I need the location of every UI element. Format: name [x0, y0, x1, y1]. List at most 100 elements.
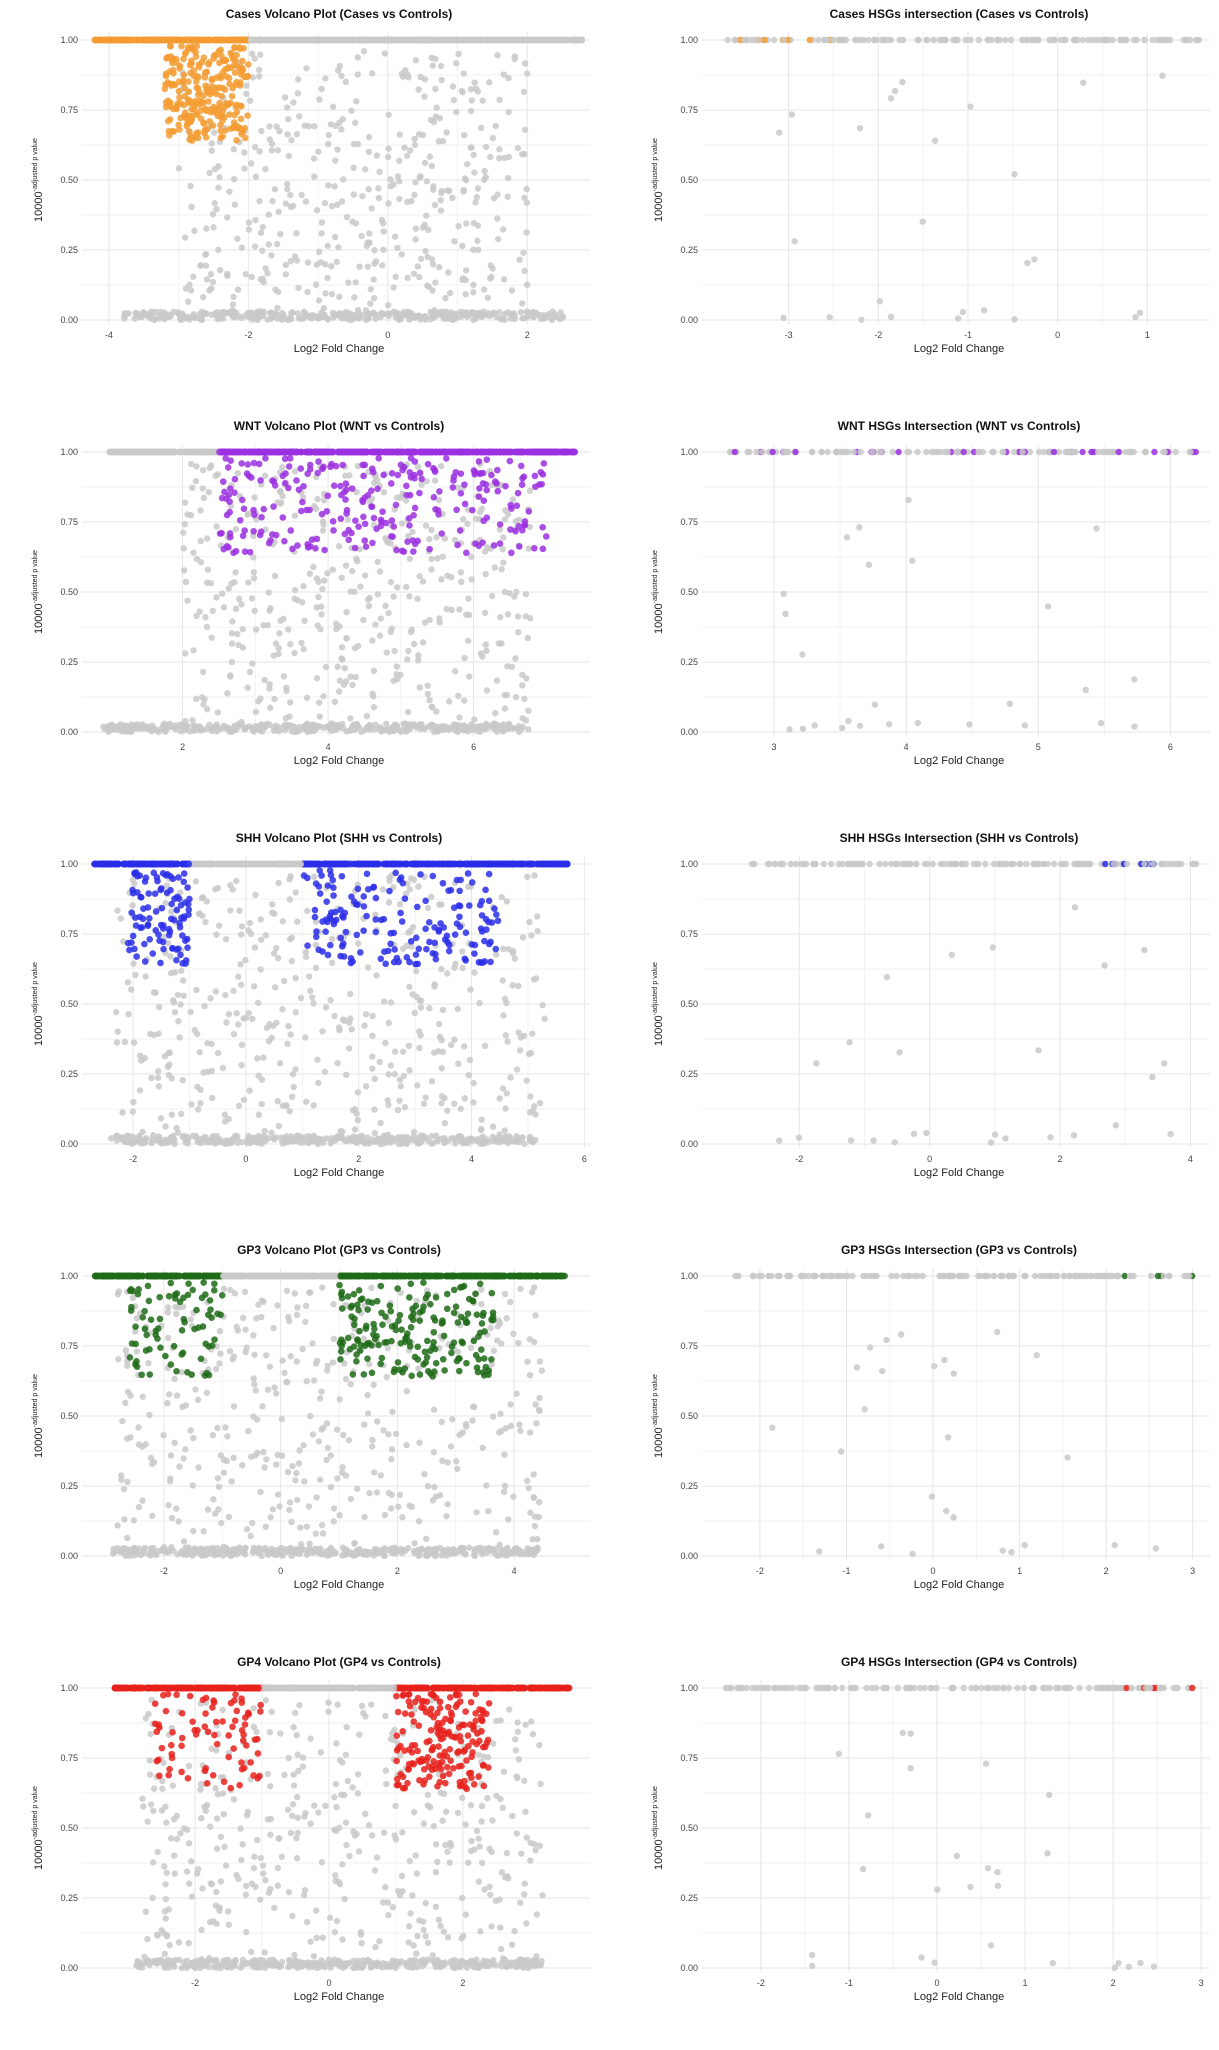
data-point — [519, 475, 526, 482]
data-point — [393, 722, 401, 729]
data-point — [488, 273, 495, 281]
data-point — [238, 460, 246, 467]
data-point — [462, 267, 470, 274]
data-point — [1117, 36, 1124, 44]
data-point — [382, 720, 390, 727]
data-point — [251, 511, 258, 519]
data-point — [347, 673, 354, 680]
data-point — [483, 514, 491, 521]
data-point — [953, 36, 960, 44]
data-point — [464, 637, 472, 644]
data-point — [515, 628, 522, 636]
data-point — [370, 704, 378, 711]
data-point — [251, 494, 258, 501]
data-point — [522, 590, 530, 598]
data-point — [190, 273, 197, 280]
data-point — [185, 860, 192, 868]
data-point — [480, 497, 488, 504]
data-point — [354, 54, 362, 61]
data-point — [230, 175, 238, 183]
data-point — [518, 526, 526, 534]
data-point — [415, 86, 422, 93]
data-point — [234, 469, 241, 477]
data-point — [329, 103, 337, 110]
data-point — [463, 549, 470, 557]
data-point — [1072, 448, 1079, 456]
data-point — [321, 546, 328, 554]
data-point — [411, 540, 419, 548]
data-point — [338, 126, 345, 133]
data-point — [402, 66, 409, 74]
data-point — [324, 492, 332, 500]
data-point — [426, 616, 433, 624]
data-point — [280, 673, 288, 680]
data-point — [461, 481, 468, 488]
data-point — [350, 164, 357, 171]
data-point — [443, 455, 450, 462]
data-point — [398, 251, 405, 258]
data-point — [212, 51, 220, 58]
data-point — [460, 312, 467, 319]
data-point — [408, 197, 415, 205]
data-point — [202, 262, 210, 269]
data-point — [316, 713, 324, 720]
data-point — [265, 211, 272, 218]
data-point — [300, 645, 307, 653]
data-point — [355, 724, 363, 731]
y-axis-label-exponent: -adjusted p value — [652, 550, 659, 603]
data-point — [162, 99, 170, 106]
data-point — [459, 242, 466, 250]
data-point — [518, 151, 526, 158]
data-point — [266, 136, 274, 143]
data-point — [379, 508, 386, 515]
data-point — [339, 656, 346, 663]
data-point — [416, 684, 424, 691]
data-point — [380, 860, 388, 868]
data-point — [1026, 448, 1034, 456]
data-point — [383, 649, 390, 656]
chart-panel: SHH Volcano Plot (SHH vs Controls) -2 0 2 4 6… — [0, 824, 600, 1224]
data-point — [232, 726, 239, 733]
data-point — [456, 527, 464, 534]
data-point — [208, 285, 215, 292]
x-tick-label: 2 — [356, 1154, 361, 1164]
data-point — [180, 545, 187, 552]
data-point — [511, 53, 519, 60]
data-point — [296, 727, 303, 734]
data-point — [365, 315, 372, 322]
data-point — [158, 448, 166, 456]
data-point — [380, 489, 388, 496]
data-point — [485, 448, 493, 456]
data-point — [330, 527, 337, 534]
x-tick-label: 2 — [525, 330, 530, 340]
data-point — [856, 722, 864, 729]
x-axis-label: Log2 Fold Change — [294, 755, 385, 767]
data-point — [246, 668, 254, 676]
data-point — [224, 214, 231, 221]
data-point — [259, 247, 266, 254]
chart-panel: Cases Volcano Plot (Cases vs Controls) -4… — [0, 0, 600, 400]
data-point — [128, 728, 135, 736]
data-point — [761, 36, 768, 44]
data-point — [202, 134, 210, 141]
chart-svg: WNT HSGs Intersection (WNT vs Controls)3… — [652, 419, 1210, 767]
data-point — [334, 67, 342, 74]
data-point — [411, 504, 419, 512]
data-point — [876, 298, 884, 305]
data-point — [333, 258, 341, 266]
data-point — [388, 625, 396, 632]
data-point — [788, 111, 796, 118]
data-point — [392, 273, 399, 281]
data-point — [498, 640, 505, 647]
data-point — [464, 520, 471, 528]
data-point — [919, 218, 926, 225]
data-point — [153, 448, 161, 456]
data-point — [266, 309, 274, 317]
data-point — [400, 720, 407, 728]
data-point — [455, 223, 462, 230]
data-point — [422, 522, 430, 529]
data-point — [330, 482, 338, 489]
data-point — [470, 316, 477, 323]
data-point — [193, 555, 201, 563]
